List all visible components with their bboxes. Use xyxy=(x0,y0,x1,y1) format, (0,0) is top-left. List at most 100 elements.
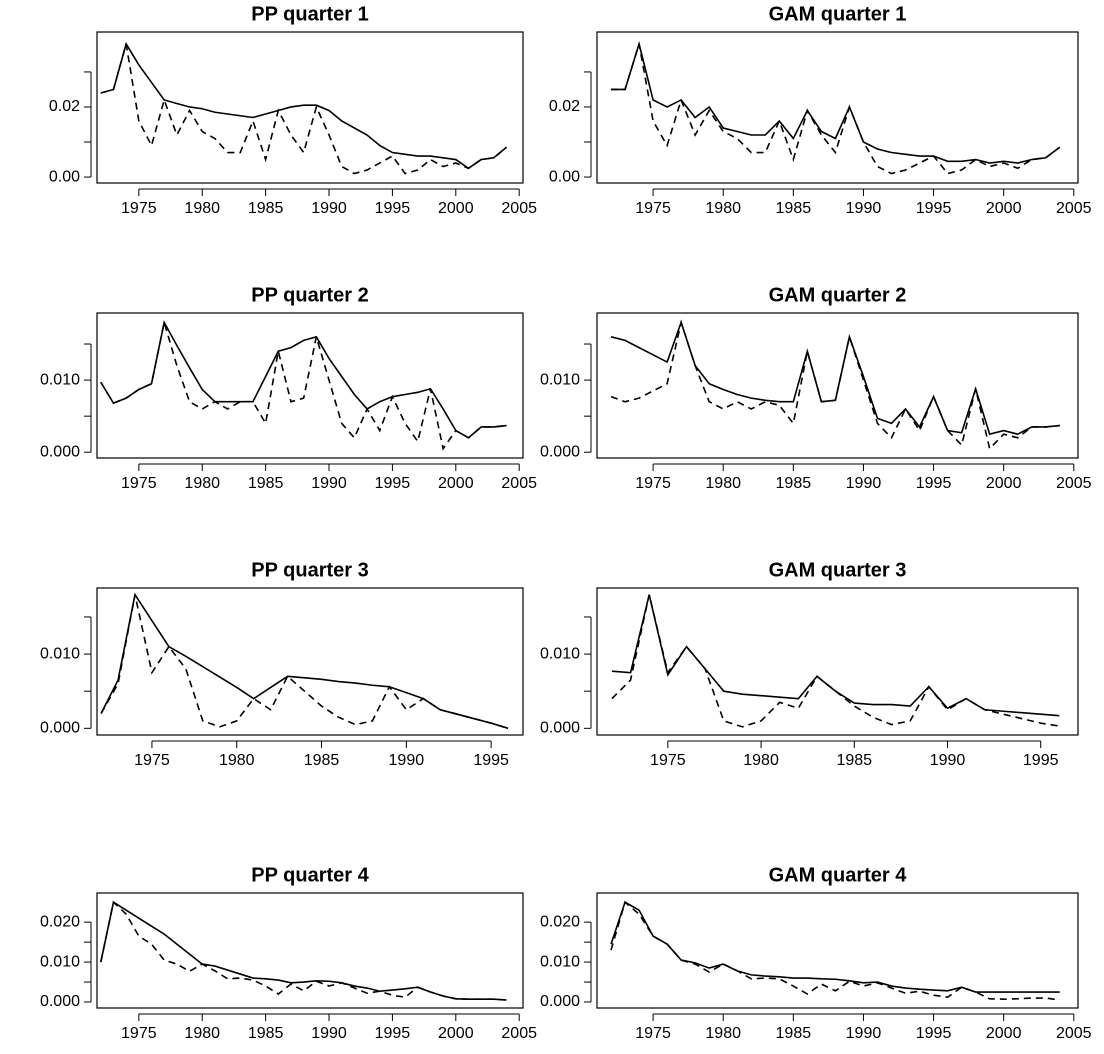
x-tick-label: 1985 xyxy=(776,1025,812,1042)
x-tick-label: 1990 xyxy=(846,475,882,492)
x-tick-label: 1985 xyxy=(836,752,872,769)
x-tick-label: 2000 xyxy=(438,475,474,492)
x-tick-label: 1990 xyxy=(311,475,347,492)
y-tick-label: 0.000 xyxy=(540,720,580,737)
y-tick-label: 0.010 xyxy=(40,371,80,388)
x-tick-label: 2005 xyxy=(501,1025,537,1042)
series-line xyxy=(611,43,1061,175)
panel-title: PP quarter 1 xyxy=(251,3,368,25)
x-tick-label: 1995 xyxy=(916,200,952,217)
series-line xyxy=(611,40,1061,164)
x-tick-label: 1975 xyxy=(121,1025,157,1042)
panel-title: PP quarter 4 xyxy=(251,864,369,886)
series-line xyxy=(100,43,508,175)
plot-frame xyxy=(96,31,524,184)
x-tick-label: 1975 xyxy=(650,752,686,769)
y-tick-label: 0.010 xyxy=(40,645,80,662)
x-tick-label: 1990 xyxy=(846,1025,882,1042)
x-tick-label: 1975 xyxy=(635,475,671,492)
x-tick-label: 2005 xyxy=(1056,1025,1092,1042)
y-tick-label: 0.010 xyxy=(40,953,80,970)
x-tick-label: 1980 xyxy=(705,200,741,217)
series-line xyxy=(100,41,508,170)
x-tick-label: 1990 xyxy=(846,200,882,217)
plot-frame xyxy=(596,312,1079,459)
x-tick-label: 1975 xyxy=(635,1025,671,1042)
y-tick-label: 0.000 xyxy=(40,720,80,737)
x-tick-label: 2000 xyxy=(986,200,1022,217)
panel-title: GAM quarter 1 xyxy=(769,3,907,25)
x-tick-label: 1985 xyxy=(776,200,812,217)
x-tick-label: 1995 xyxy=(916,1025,952,1042)
x-tick-label: 1995 xyxy=(375,200,411,217)
x-tick-label: 1980 xyxy=(705,1025,741,1042)
series-line xyxy=(100,900,507,1001)
plot-frame xyxy=(596,587,1079,736)
plot-frame xyxy=(596,31,1079,184)
x-tick-label: 1980 xyxy=(184,1025,220,1042)
plot-frame xyxy=(96,892,524,1009)
x-tick-label: 1985 xyxy=(248,1025,284,1042)
series-line xyxy=(100,900,507,1001)
x-tick-label: 2005 xyxy=(1056,475,1092,492)
y-tick-label: 0.000 xyxy=(540,443,580,460)
series-line xyxy=(611,594,1060,717)
panel-title: PP quarter 2 xyxy=(251,284,368,306)
x-tick-label: 1995 xyxy=(916,475,952,492)
x-tick-label: 1975 xyxy=(121,200,157,217)
x-tick-label: 1980 xyxy=(743,752,779,769)
x-tick-label: 2000 xyxy=(438,1025,474,1042)
y-tick-label: 0.000 xyxy=(40,443,80,460)
x-tick-label: 2000 xyxy=(986,475,1022,492)
panel-title: PP quarter 3 xyxy=(251,559,368,581)
x-tick-label: 1985 xyxy=(304,752,340,769)
y-tick-label: 0.02 xyxy=(49,98,80,115)
x-tick-label: 1985 xyxy=(776,475,812,492)
x-tick-label: 2005 xyxy=(1056,200,1092,217)
y-tick-label: 0.00 xyxy=(549,168,580,185)
x-tick-label: 1990 xyxy=(389,752,425,769)
plot-frame xyxy=(96,587,524,736)
y-tick-label: 0.010 xyxy=(540,371,580,388)
x-tick-label: 1995 xyxy=(1023,752,1059,769)
x-tick-label: 1990 xyxy=(930,752,966,769)
series-line xyxy=(100,592,509,730)
x-tick-label: 2000 xyxy=(986,1025,1022,1042)
x-tick-label: 1980 xyxy=(184,475,220,492)
y-tick-label: 0.010 xyxy=(540,953,580,970)
y-tick-label: 0.020 xyxy=(540,913,580,930)
x-tick-label: 1995 xyxy=(473,752,509,769)
x-tick-label: 1990 xyxy=(311,1025,347,1042)
x-tick-label: 1975 xyxy=(121,475,157,492)
x-tick-label: 1975 xyxy=(635,200,671,217)
series-line xyxy=(100,320,507,439)
x-tick-label: 1985 xyxy=(248,475,284,492)
x-tick-label: 1975 xyxy=(134,752,170,769)
y-tick-label: 0.010 xyxy=(540,645,580,662)
x-tick-label: 1980 xyxy=(219,752,255,769)
y-tick-label: 0.00 xyxy=(49,168,80,185)
plot-frame xyxy=(596,892,1079,1009)
series-line xyxy=(610,319,1060,451)
series-line xyxy=(610,901,1060,993)
y-tick-label: 0.000 xyxy=(540,993,580,1010)
series-line xyxy=(100,322,507,451)
x-tick-label: 2005 xyxy=(501,200,537,217)
x-tick-label: 1990 xyxy=(311,200,347,217)
series-line xyxy=(610,900,1060,1001)
x-tick-label: 1980 xyxy=(184,200,220,217)
panel-title: GAM quarter 2 xyxy=(769,284,907,306)
series-line xyxy=(100,594,509,730)
y-tick-label: 0.020 xyxy=(40,913,80,930)
x-tick-label: 1995 xyxy=(375,475,411,492)
series-line xyxy=(610,319,1060,436)
plot-frame xyxy=(96,312,524,459)
x-tick-label: 1985 xyxy=(248,200,284,217)
panel-title: GAM quarter 3 xyxy=(769,559,907,581)
y-tick-label: 0.000 xyxy=(40,993,80,1010)
series-line xyxy=(611,594,1060,728)
panel-title: GAM quarter 4 xyxy=(769,864,908,886)
y-tick-label: 0.02 xyxy=(549,98,580,115)
x-tick-label: 2000 xyxy=(438,200,474,217)
